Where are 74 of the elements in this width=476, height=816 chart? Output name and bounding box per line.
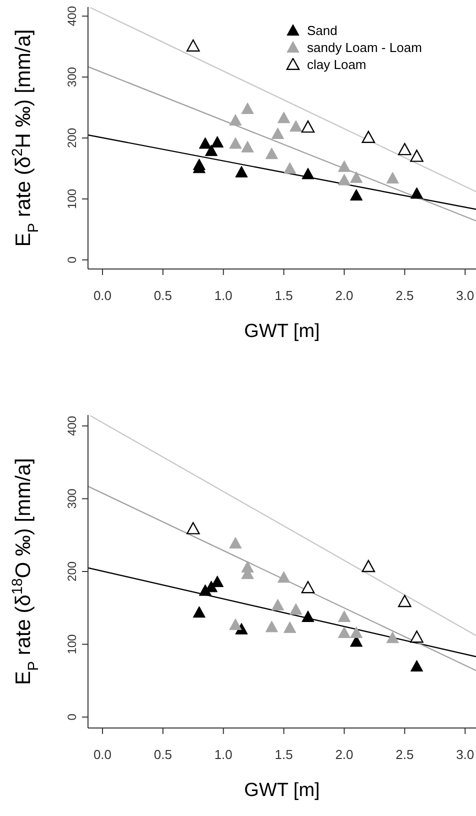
point xyxy=(284,162,296,174)
legend-label: Sand xyxy=(307,22,338,39)
point xyxy=(350,626,363,638)
point xyxy=(271,127,284,139)
point xyxy=(386,632,399,644)
y-tick-label: 100 xyxy=(65,188,79,209)
x-tick-label: 0.5 xyxy=(154,747,172,762)
point xyxy=(235,166,248,178)
x-axis-title: GWT [m] xyxy=(244,780,320,801)
point xyxy=(278,112,290,124)
x-tick-label: 0.0 xyxy=(93,747,112,762)
point xyxy=(386,172,399,184)
point xyxy=(192,606,206,618)
point xyxy=(241,140,254,152)
point xyxy=(302,610,314,622)
point xyxy=(410,150,424,162)
y-tick-label: 300 xyxy=(65,488,79,509)
point xyxy=(229,618,242,630)
y-tick-label: 200 xyxy=(65,128,79,148)
point xyxy=(271,598,284,610)
point xyxy=(398,142,412,156)
y-tick-label: 300 xyxy=(65,66,79,88)
point xyxy=(265,148,278,160)
point xyxy=(410,187,424,199)
point xyxy=(290,120,302,132)
point xyxy=(186,522,200,534)
point xyxy=(350,189,363,201)
point xyxy=(362,130,376,143)
point xyxy=(290,603,302,615)
point xyxy=(338,610,351,622)
point xyxy=(278,571,290,583)
y-tick-label: 0 xyxy=(65,256,79,264)
x-tick-label: 1.5 xyxy=(274,747,293,762)
point xyxy=(186,39,200,52)
point xyxy=(362,560,376,572)
y-tick-label: 200 xyxy=(65,561,79,582)
point xyxy=(229,536,242,548)
x-tick-label: 0.5 xyxy=(154,288,172,304)
point xyxy=(350,171,363,183)
point xyxy=(338,626,351,638)
point xyxy=(241,102,254,114)
y-tick-label: 400 xyxy=(65,6,79,26)
x-axis-title: GWT [m] xyxy=(244,321,320,342)
x-tick-label: 1.5 xyxy=(274,288,293,304)
point xyxy=(284,621,296,633)
point xyxy=(211,136,224,148)
point xyxy=(229,137,242,149)
point xyxy=(265,620,278,632)
x-tick-label: 2.5 xyxy=(396,747,414,762)
x-tick-label: 3.0 xyxy=(456,288,474,304)
point xyxy=(301,120,315,133)
x-tick-label: 2.5 xyxy=(396,288,414,304)
point xyxy=(398,594,412,608)
x-tick-label: 1.0 xyxy=(214,747,232,762)
x-tick-label: 1.0 xyxy=(214,288,232,304)
point xyxy=(229,114,242,126)
point xyxy=(211,576,224,588)
x-tick-label: 2.0 xyxy=(335,747,354,762)
x-tick-label: 0.0 xyxy=(93,288,112,304)
x-tick-label: 2.0 xyxy=(335,288,354,304)
point xyxy=(198,137,212,149)
point xyxy=(301,581,315,594)
point xyxy=(410,630,424,643)
y-tick-label: 0 xyxy=(65,713,79,720)
point xyxy=(302,168,314,180)
y-tick-label: 400 xyxy=(65,416,79,436)
legend-label: clay Loam xyxy=(307,56,366,73)
point xyxy=(338,174,351,186)
point xyxy=(338,160,351,172)
point xyxy=(204,144,218,156)
x-tick-label: 3.0 xyxy=(456,747,474,762)
y-tick-label: 100 xyxy=(65,634,79,654)
legend-label: sandy Loam - Loam xyxy=(307,39,422,56)
point xyxy=(410,660,424,672)
